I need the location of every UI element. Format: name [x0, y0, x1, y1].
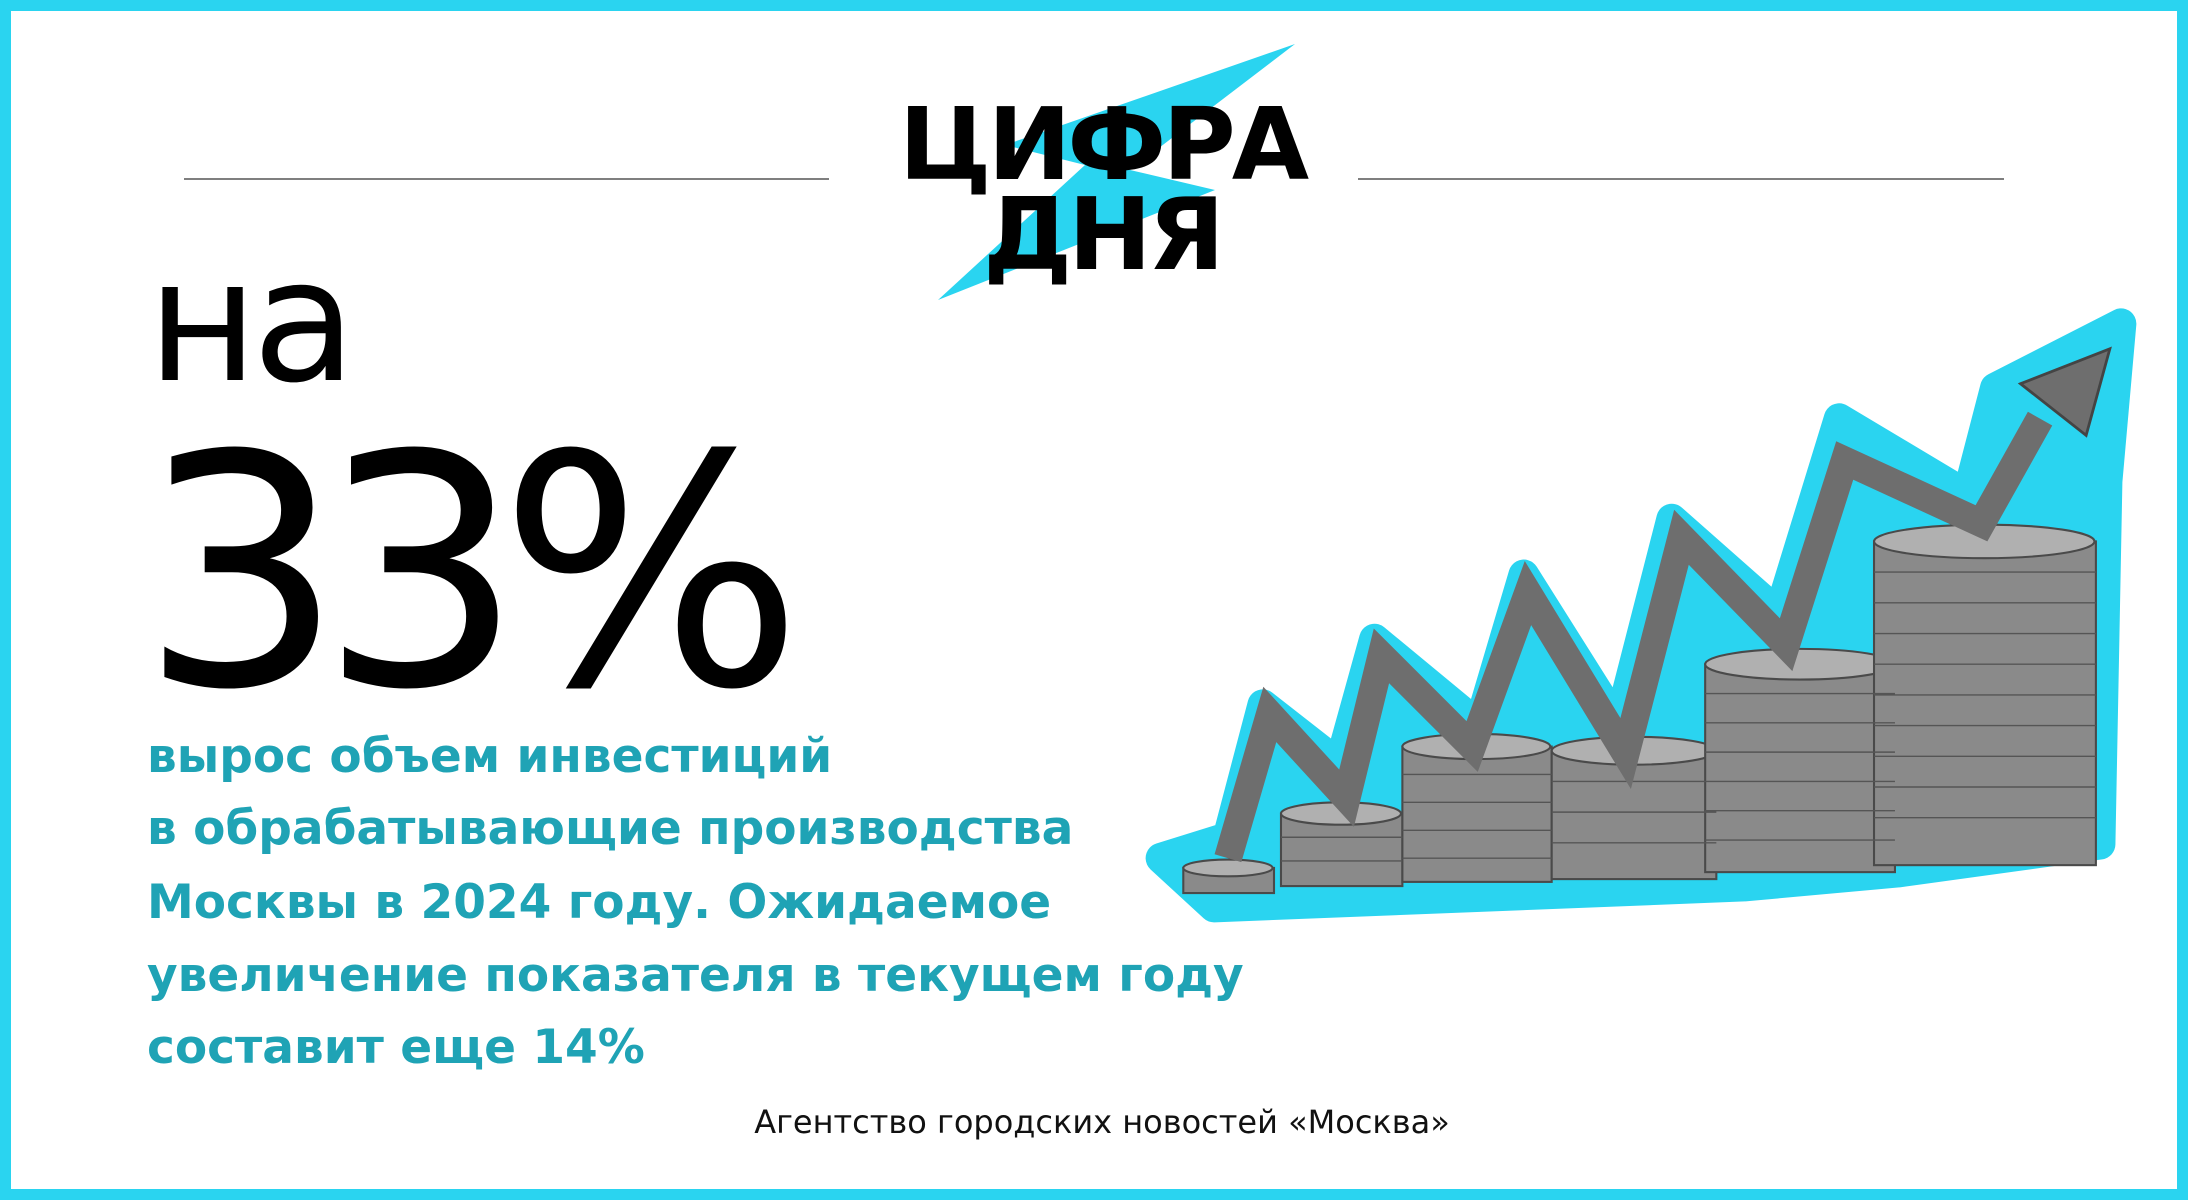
description-line: составит еще 14%	[147, 1020, 645, 1075]
description-line: увеличение показателя в текущем году	[147, 948, 1244, 1003]
source: Агентство городских новостей «Москва»	[754, 1103, 1450, 1141]
coins-illustration	[1145, 308, 2137, 923]
big-figure: 33%	[140, 388, 789, 760]
description-line: вырос объем инвестиций	[147, 729, 832, 784]
title: ДНЯ	[983, 176, 1221, 293]
description-line: в обрабатывающие производства	[147, 801, 1073, 856]
lightning-icon	[938, 44, 1295, 300]
title: ЦИФРА	[899, 86, 1309, 203]
lead: на	[147, 223, 350, 421]
description-line: Москвы в 2024 году. Ожидаемое	[147, 875, 1051, 930]
